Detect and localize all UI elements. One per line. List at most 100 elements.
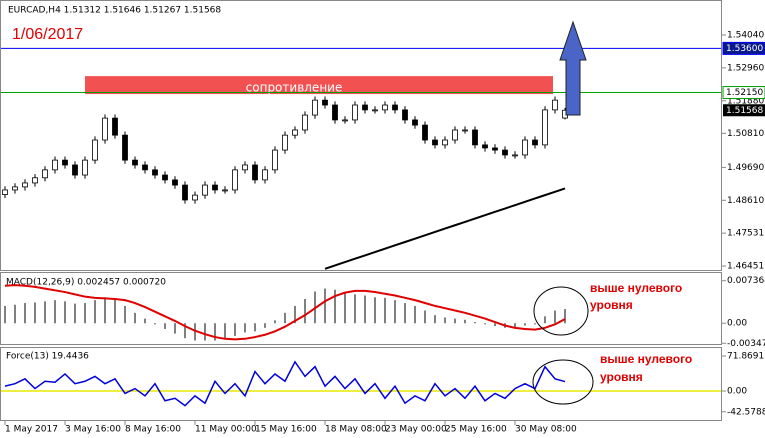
macd-bar bbox=[284, 312, 286, 324]
candle-body bbox=[452, 129, 458, 141]
candle-body bbox=[342, 119, 348, 122]
y-tick-label: 1.50810 bbox=[727, 129, 764, 139]
macd-bar bbox=[184, 323, 186, 339]
candle-body bbox=[182, 184, 188, 201]
candle-body bbox=[162, 174, 168, 181]
candle-body bbox=[442, 139, 448, 146]
force-line bbox=[4, 360, 566, 407]
macd-bar bbox=[444, 317, 446, 324]
candle-body bbox=[352, 104, 358, 121]
x-tick-label: 11 May 00:00 bbox=[195, 425, 257, 435]
y-tick-label: -42.5788 bbox=[727, 407, 765, 417]
current-price-box bbox=[723, 104, 765, 117]
macd-bar bbox=[144, 318, 146, 324]
y-tick-label: 0.00 bbox=[727, 387, 747, 397]
candle-body bbox=[122, 134, 128, 161]
macd-bar bbox=[194, 323, 196, 341]
x-tick-label: 8 May 16:00 bbox=[125, 425, 181, 435]
macd-bar bbox=[174, 323, 176, 334]
macd-bar bbox=[34, 302, 36, 324]
candle-body bbox=[472, 129, 478, 146]
candle-body bbox=[72, 164, 78, 176]
macd-bar bbox=[264, 323, 266, 328]
candle-body bbox=[362, 104, 368, 111]
macd-bar bbox=[254, 323, 256, 332]
y-tick-label: 1.54040 bbox=[727, 31, 764, 41]
macd-bar bbox=[104, 297, 106, 324]
resistance-label: сопротивление bbox=[246, 81, 343, 95]
y-tick-label: 0.00 bbox=[727, 319, 747, 329]
macd-bar bbox=[384, 297, 386, 324]
candle-body bbox=[332, 104, 338, 121]
macd-bar bbox=[54, 300, 56, 324]
macd-bar bbox=[484, 323, 486, 325]
candle-body bbox=[512, 154, 518, 157]
candle-body bbox=[192, 194, 198, 201]
candle-body bbox=[502, 149, 508, 156]
annotation: выше нулевого bbox=[600, 352, 692, 366]
macd-bar bbox=[164, 323, 166, 329]
y-tick-label: 1.52960 bbox=[727, 63, 764, 73]
x-tick-label: 3 May 16:00 bbox=[65, 425, 121, 435]
candle-body bbox=[242, 164, 248, 171]
main-panel-border bbox=[0, 0, 722, 271]
macd-bar bbox=[464, 319, 466, 324]
macd-bar bbox=[274, 320, 276, 324]
y-tick-label: 1.48610 bbox=[727, 196, 764, 206]
y-tick-label: 1.46451 bbox=[727, 262, 764, 272]
plot-layer: 1.54040 1.52960 1.51880 1.50810 1.49690 1.486… bbox=[0, 31, 765, 435]
panel-title: MACD(12,26,9) 0.002457 0.000720 bbox=[6, 278, 166, 288]
candle-body bbox=[462, 129, 468, 132]
macd-bar bbox=[414, 305, 416, 324]
macd-bar bbox=[64, 301, 66, 324]
x-tick-label: 15 May 16:00 bbox=[255, 425, 317, 435]
candle-body bbox=[532, 139, 538, 146]
candle-body bbox=[32, 177, 38, 184]
candle-body bbox=[422, 124, 428, 141]
macd-bar bbox=[454, 318, 456, 324]
macd-bar bbox=[294, 305, 296, 324]
candle-body bbox=[552, 99, 558, 111]
macd-bar bbox=[74, 303, 76, 324]
highlight-ellipse bbox=[533, 286, 589, 336]
macd-bar bbox=[24, 303, 26, 324]
y-tick-label: 0.007364 bbox=[727, 276, 765, 286]
macd-bar bbox=[224, 323, 226, 340]
candle-body bbox=[402, 109, 408, 121]
macd-bar bbox=[494, 323, 496, 327]
macd-bar bbox=[14, 304, 16, 324]
macd-bar bbox=[114, 298, 116, 324]
macd-bar bbox=[154, 323, 156, 325]
macd-panel-border bbox=[0, 272, 722, 345]
candle-body bbox=[272, 149, 278, 171]
candle-body bbox=[232, 169, 238, 191]
candle-body bbox=[52, 159, 58, 171]
macd-bar bbox=[84, 303, 86, 324]
candle-body bbox=[252, 164, 258, 181]
candle-body bbox=[282, 134, 288, 151]
level-label: 1.53600 bbox=[726, 44, 763, 54]
candle-body bbox=[22, 182, 28, 188]
candle-body bbox=[492, 147, 498, 151]
annotation: уровня bbox=[590, 298, 633, 312]
signal-line bbox=[4, 284, 566, 341]
macd-bar bbox=[564, 309, 566, 324]
x-tick-label: 18 May 08:00 bbox=[325, 425, 387, 435]
candle-body bbox=[62, 159, 68, 166]
macd-bar bbox=[134, 312, 136, 324]
macd-bar bbox=[204, 323, 206, 341]
macd-bar bbox=[344, 293, 346, 324]
candle-body bbox=[222, 189, 228, 192]
candle-body bbox=[82, 159, 88, 176]
candle-body bbox=[292, 129, 298, 136]
moving-average bbox=[4, 112, 566, 199]
candle-body bbox=[322, 99, 328, 106]
y-tick-label: 1.49690 bbox=[727, 163, 764, 173]
candle-body bbox=[112, 117, 118, 136]
candle-body bbox=[302, 114, 308, 131]
macd-bar bbox=[124, 305, 126, 324]
candle-body bbox=[522, 139, 528, 156]
level-label: 1.52150 bbox=[726, 88, 763, 98]
